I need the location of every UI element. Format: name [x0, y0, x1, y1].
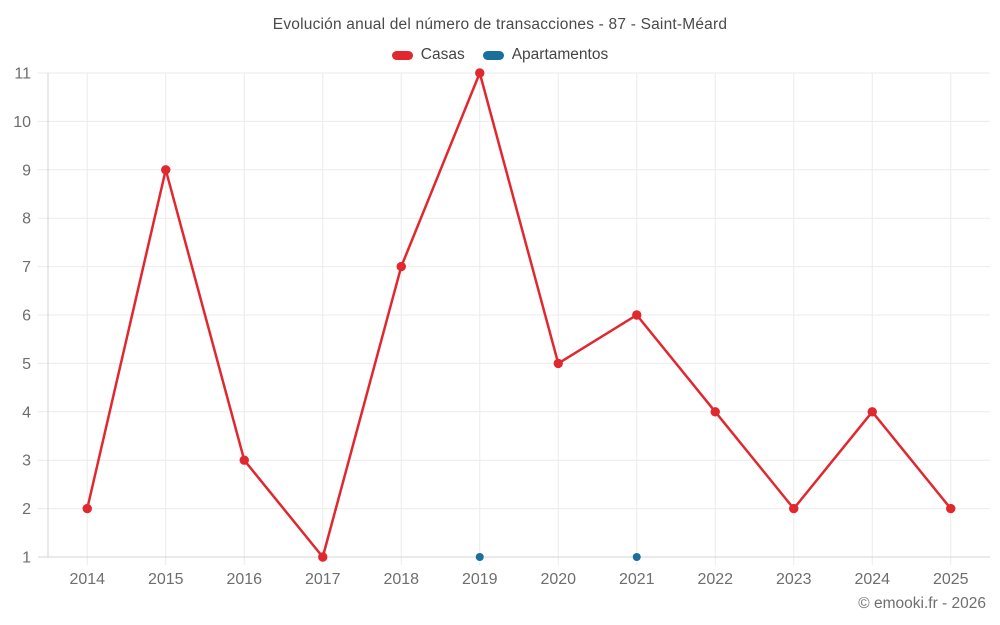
y-tick-label: 11 [14, 66, 31, 83]
y-tick-label: 5 [22, 356, 31, 373]
casas-point-2022[interactable] [710, 407, 720, 417]
legend-item-apartamentos[interactable]: Apartamentos [482, 46, 609, 64]
x-tick-label: 2014 [69, 571, 105, 588]
casas-point-2019[interactable] [475, 68, 485, 78]
casas-point-2023[interactable] [789, 503, 799, 514]
apartamentos-legend-swatch-icon [482, 50, 504, 60]
apartamentos-point-2019[interactable] [475, 553, 484, 561]
y-tick-label: 7 [22, 259, 31, 276]
casas-point-2024[interactable] [867, 407, 877, 417]
casas-point-2014[interactable] [82, 503, 92, 514]
x-tick-label: 2023 [776, 571, 812, 588]
y-tick-label: 8 [22, 211, 31, 228]
casas-line [86, 71, 952, 559]
casas-point-2017[interactable] [318, 552, 328, 562]
y-tick-label: 6 [22, 308, 31, 325]
x-tick-label: 2015 [148, 571, 184, 588]
y-tick-label: 3 [22, 453, 31, 470]
y-tick-label: 10 [13, 114, 31, 131]
casas-legend-swatch-icon [391, 50, 413, 60]
legend-item-casas[interactable]: Casas [391, 46, 465, 64]
x-tick-label: 2018 [383, 571, 419, 588]
legend: Casas Apartamentos [0, 46, 1000, 64]
casas-point-2016[interactable] [239, 455, 249, 465]
casas-point-2025[interactable] [946, 503, 956, 514]
x-tick-label: 2025 [933, 571, 969, 588]
y-tick-label: 2 [22, 501, 31, 518]
y-tick-label: 1 [22, 550, 31, 567]
x-tick-label: 2022 [697, 571, 733, 588]
casas-point-2015[interactable] [161, 165, 171, 175]
y-tick-label: 4 [22, 404, 31, 421]
x-tick-label: 2021 [619, 571, 655, 588]
legend-label-casas: Casas [420, 46, 465, 63]
x-tick-label: 2020 [540, 571, 576, 588]
legend-label-apartamentos: Apartamentos [511, 46, 609, 63]
apartamentos-point-2021[interactable] [632, 553, 641, 561]
x-tick-label: 2019 [462, 571, 498, 588]
copyright: © emooki.fr - 2026 [858, 595, 986, 612]
x-tick-label: 2024 [854, 571, 890, 588]
casas-point-2018[interactable] [396, 261, 406, 272]
casas-point-2020[interactable] [553, 358, 563, 369]
chart-title: Evolución anual del número de transaccio… [272, 16, 728, 33]
y-tick-label: 9 [22, 162, 31, 179]
casas-point-2021[interactable] [632, 310, 642, 320]
x-tick-label: 2016 [226, 571, 262, 588]
x-tick-label: 2017 [305, 571, 341, 588]
